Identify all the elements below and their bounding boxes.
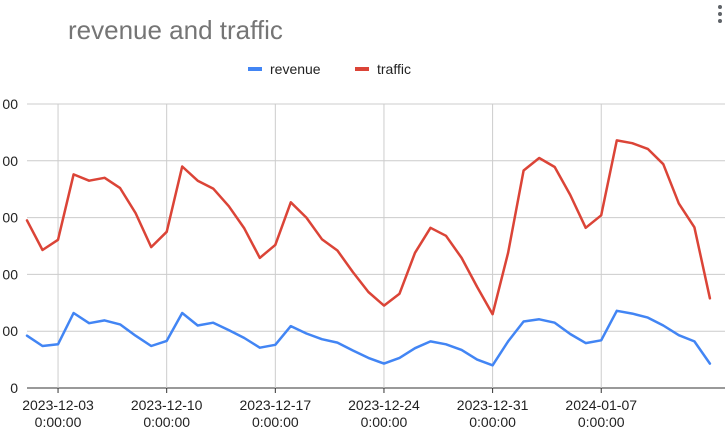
x-tick-label-time: 0:00:00	[578, 414, 625, 430]
legend-label-revenue: revenue	[270, 61, 321, 77]
series-line-revenue	[25, 309, 712, 367]
x-tick-label-date: 2023-12-17	[240, 397, 312, 413]
y-tick-label: 00	[2, 96, 18, 112]
legend-swatch-traffic	[355, 67, 369, 71]
y-tick-label: 00	[2, 323, 18, 339]
y-tick-label: 00	[2, 210, 18, 226]
y-tick-label: 00	[2, 266, 18, 282]
legend-swatch-revenue	[248, 67, 262, 71]
legend-label-traffic: traffic	[377, 61, 411, 77]
x-tick-label-time: 0:00:00	[361, 414, 408, 430]
y-tick-label: 0	[10, 380, 18, 396]
chart-title: revenue and traffic	[68, 15, 283, 45]
more-options-icon[interactable]	[715, 2, 725, 32]
x-tick-label-date: 2023-12-10	[131, 397, 203, 413]
x-tick-label-time: 0:00:00	[35, 414, 82, 430]
legend: revenue traffic	[0, 61, 725, 81]
legend-item-revenue[interactable]: revenue	[248, 61, 321, 77]
x-tick-label-date: 2024-01-07	[565, 397, 637, 413]
x-tick-label-date: 2023-12-03	[22, 397, 94, 413]
y-tick-label: 00	[2, 153, 18, 169]
x-tick-label-time: 0:00:00	[252, 414, 299, 430]
legend-item-traffic[interactable]: traffic	[355, 61, 411, 77]
series-line-traffic	[25, 139, 712, 316]
x-tick-label-time: 0:00:00	[469, 414, 516, 430]
x-tick-label-time: 0:00:00	[143, 414, 190, 430]
x-tick-label-date: 2023-12-24	[348, 397, 420, 413]
x-tick-label-date: 2023-12-31	[457, 397, 529, 413]
